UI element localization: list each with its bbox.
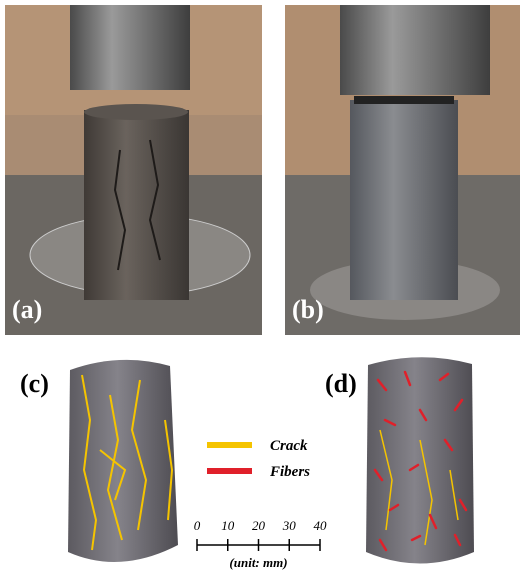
scale-unit: (unit: mm) <box>229 555 287 570</box>
legend-label: Fibers <box>269 464 310 480</box>
scale-tick-label: 30 <box>282 518 297 533</box>
panel-label: (b) <box>292 295 324 324</box>
scale-tick-label: 40 <box>314 518 328 533</box>
photo-a <box>5 5 262 335</box>
scale-tick-label: 10 <box>221 518 235 533</box>
panel-label: (d) <box>325 369 357 398</box>
panel-label: (c) <box>20 369 49 398</box>
panel-label: (a) <box>12 295 42 324</box>
specimen-d <box>366 357 474 564</box>
scale-tick-label: 0 <box>194 518 201 533</box>
photo-b <box>285 5 520 335</box>
legend-label: Crack <box>270 438 308 454</box>
scale-tick-label: 20 <box>252 518 266 533</box>
specimen-c <box>68 359 178 562</box>
